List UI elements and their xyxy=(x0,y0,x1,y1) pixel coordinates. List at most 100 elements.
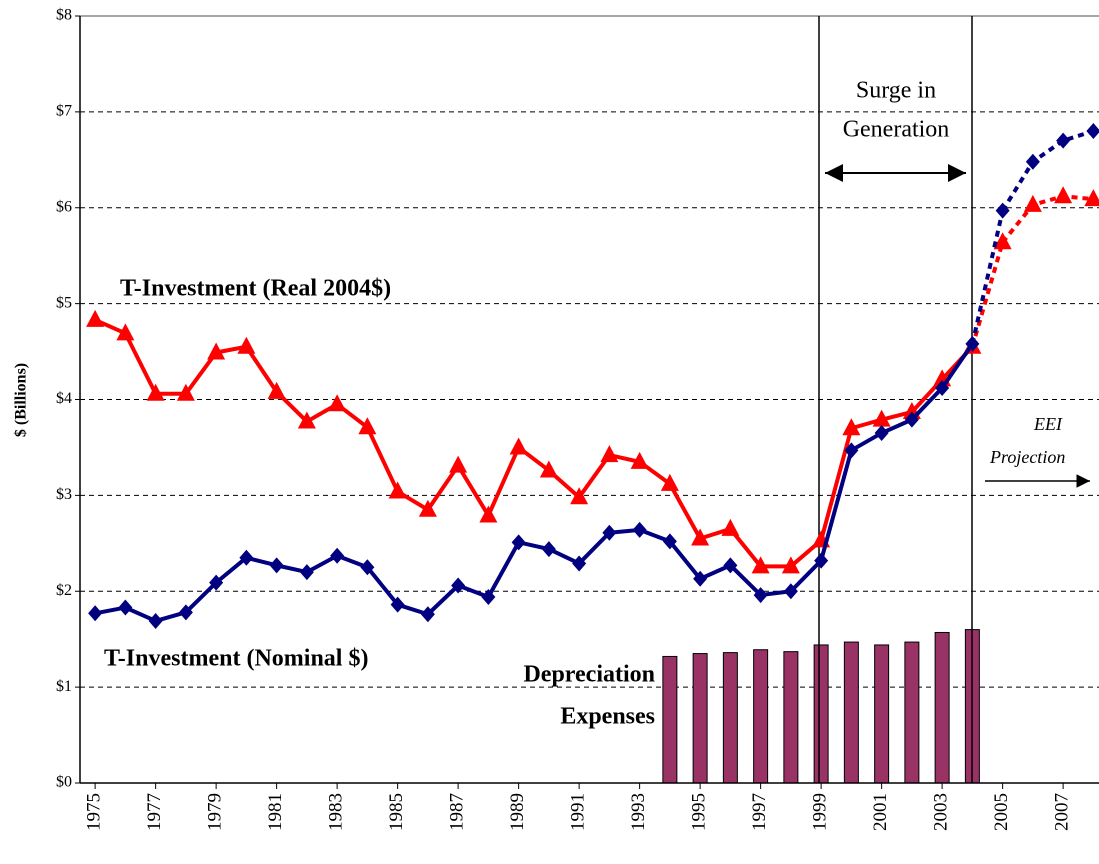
depreciation-bar xyxy=(692,653,708,784)
depreciation-bar xyxy=(874,644,890,784)
data-point xyxy=(299,564,314,581)
data-point xyxy=(328,394,347,412)
data-point xyxy=(176,383,195,401)
x-tick-label: 1989 xyxy=(507,793,528,831)
x-tick-label: 2003 xyxy=(930,793,951,831)
depreciation-bar xyxy=(843,641,859,784)
depreciation-bar xyxy=(904,641,920,784)
y-tick-label: $5 xyxy=(56,294,72,311)
series-label: T-Investment (Real 2004$) xyxy=(120,276,391,302)
data-point xyxy=(388,481,407,499)
depreciation-bar xyxy=(722,652,738,784)
projection-connector xyxy=(970,210,1005,345)
data-point xyxy=(691,528,710,546)
bar-label: Depreciation xyxy=(523,662,655,688)
y-tick-label: $8 xyxy=(56,7,72,24)
data-point xyxy=(844,442,859,459)
data-point xyxy=(420,606,435,623)
projection-label: Projection xyxy=(989,447,1065,467)
data-point xyxy=(783,583,798,600)
surge-label: Generation xyxy=(843,117,950,143)
data-point xyxy=(539,460,558,478)
data-point xyxy=(814,552,829,569)
data-point xyxy=(1086,123,1099,140)
x-tick-label: 1977 xyxy=(144,793,165,831)
data-point xyxy=(360,559,375,576)
data-point xyxy=(116,323,135,341)
y-tick-label: $3 xyxy=(56,486,72,503)
data-point xyxy=(693,570,708,587)
data-point xyxy=(1025,153,1040,170)
series-line xyxy=(94,342,975,623)
data-point xyxy=(1056,132,1071,149)
x-tick-label: 1975 xyxy=(83,793,104,831)
x-tick-label: 1991 xyxy=(567,793,588,831)
data-point xyxy=(511,534,526,551)
data-point xyxy=(600,445,619,463)
data-point xyxy=(481,589,496,606)
x-tick-label: 2007 xyxy=(1051,793,1072,831)
x-tick-label: 1983 xyxy=(325,793,346,831)
data-point xyxy=(358,417,377,435)
bar-label: Expenses xyxy=(560,704,655,730)
data-point xyxy=(874,425,889,442)
data-point xyxy=(935,379,950,396)
x-tick-label: 1981 xyxy=(265,793,286,831)
x-tick-label: 1985 xyxy=(386,793,407,831)
data-point xyxy=(269,557,284,574)
surge-label: Surge in xyxy=(856,78,936,104)
data-point xyxy=(842,418,861,436)
x-tick-label: 2005 xyxy=(991,793,1012,831)
data-point xyxy=(237,336,256,354)
y-tick-label: $2 xyxy=(56,582,72,599)
x-tick-label: 1995 xyxy=(688,793,709,831)
depreciation-bar xyxy=(813,644,829,784)
series-label: T-Investment (Nominal $) xyxy=(104,646,368,672)
data-point xyxy=(660,473,679,491)
depreciation-bar xyxy=(934,631,950,784)
depreciation-bar xyxy=(753,649,769,784)
y-tick-label: $6 xyxy=(56,198,72,215)
depreciation-bar xyxy=(662,655,678,784)
y-tick-label: $4 xyxy=(56,390,72,407)
data-point xyxy=(995,202,1010,219)
data-point xyxy=(207,342,226,360)
data-point xyxy=(751,556,770,574)
data-point xyxy=(297,411,316,429)
data-point xyxy=(781,556,800,574)
projection-label: EEI xyxy=(1033,414,1063,434)
x-tick-label: 1997 xyxy=(749,793,770,831)
y-tick-label: $0 xyxy=(56,774,72,791)
projection-line xyxy=(1000,129,1094,212)
data-point xyxy=(872,409,891,427)
data-point xyxy=(662,533,677,550)
data-point xyxy=(1084,189,1099,207)
x-tick-label: 1979 xyxy=(204,793,225,831)
data-point xyxy=(239,549,254,566)
data-point xyxy=(1054,186,1073,204)
data-point xyxy=(904,411,919,428)
y-axis-label: $ (Billions) xyxy=(13,363,30,437)
data-point xyxy=(449,455,468,473)
projection-connector xyxy=(970,241,1005,348)
series-line xyxy=(94,318,974,569)
data-point xyxy=(993,232,1012,250)
data-point xyxy=(451,577,466,594)
data-point xyxy=(479,505,498,523)
data-point xyxy=(418,499,437,517)
x-tick-label: 1993 xyxy=(628,793,649,831)
data-point xyxy=(209,574,224,591)
data-point xyxy=(721,518,740,536)
x-tick-label: 1987 xyxy=(446,793,467,831)
data-point xyxy=(602,524,617,541)
x-tick-label: 2001 xyxy=(870,793,891,831)
projection-line xyxy=(1001,194,1094,244)
data-point xyxy=(509,437,528,455)
data-point xyxy=(148,612,163,629)
data-point xyxy=(330,547,345,564)
data-point xyxy=(118,599,133,616)
data-point xyxy=(965,335,980,352)
data-point xyxy=(570,487,589,505)
data-point xyxy=(178,604,193,621)
